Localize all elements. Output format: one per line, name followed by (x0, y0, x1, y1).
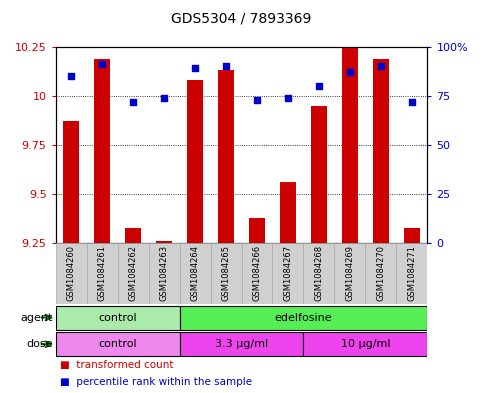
Text: dose: dose (27, 339, 53, 349)
Text: GSM1084264: GSM1084264 (190, 245, 199, 301)
Point (98, 61, 106, 68)
Point (315, 83, 323, 89)
Text: GSM1084261: GSM1084261 (98, 245, 107, 301)
Text: GSM1084265: GSM1084265 (222, 245, 230, 301)
Text: GSM1084266: GSM1084266 (253, 245, 261, 301)
Text: 10 μg/ml: 10 μg/ml (341, 339, 390, 349)
Point (253, 97, 261, 103)
Point (222, 63, 230, 70)
Bar (86, 243, 117, 304)
Text: agent: agent (21, 312, 53, 323)
Text: control: control (98, 339, 137, 349)
Bar (242, 243, 272, 304)
Bar (63, 121, 79, 243)
Bar (56, 243, 86, 304)
Bar (187, 80, 203, 243)
Bar (218, 70, 234, 243)
Text: 3.3 μg/ml: 3.3 μg/ml (215, 339, 268, 349)
Text: control: control (98, 312, 137, 323)
Text: GSM1084271: GSM1084271 (408, 245, 416, 301)
Bar (156, 241, 172, 243)
Point (67, 73, 75, 79)
Point (346, 69, 354, 75)
Point (408, 99, 416, 105)
Bar (180, 332, 303, 356)
Text: edelfosine: edelfosine (275, 312, 332, 323)
Text: GDS5304 / 7893369: GDS5304 / 7893369 (171, 12, 312, 26)
Bar (404, 228, 420, 243)
Bar (56, 332, 180, 356)
Bar (249, 218, 265, 243)
Bar (303, 332, 427, 356)
Text: GSM1084267: GSM1084267 (284, 245, 293, 301)
Bar (397, 243, 427, 304)
Bar (180, 243, 211, 304)
Point (284, 95, 292, 101)
Text: ■  transformed count: ■ transformed count (60, 360, 174, 369)
Bar (342, 47, 358, 243)
Bar (311, 106, 327, 243)
Text: GSM1084269: GSM1084269 (345, 245, 355, 301)
Bar (303, 243, 334, 304)
Bar (56, 305, 180, 330)
Bar (373, 59, 389, 243)
Text: GSM1084268: GSM1084268 (314, 245, 324, 301)
Bar (366, 243, 397, 304)
Text: GSM1084262: GSM1084262 (128, 245, 138, 301)
Text: GSM1084260: GSM1084260 (67, 245, 75, 301)
Text: GSM1084270: GSM1084270 (376, 245, 385, 301)
Bar (280, 182, 296, 243)
Point (191, 65, 199, 72)
Bar (334, 243, 366, 304)
Point (377, 63, 385, 70)
Bar (117, 243, 149, 304)
Bar (272, 243, 303, 304)
Bar (149, 243, 180, 304)
Point (160, 95, 168, 101)
Point (129, 99, 137, 105)
Bar (125, 228, 141, 243)
Bar (94, 59, 110, 243)
Text: GSM1084263: GSM1084263 (159, 245, 169, 301)
Bar (180, 305, 427, 330)
Bar (211, 243, 242, 304)
Text: ■  percentile rank within the sample: ■ percentile rank within the sample (60, 377, 253, 387)
